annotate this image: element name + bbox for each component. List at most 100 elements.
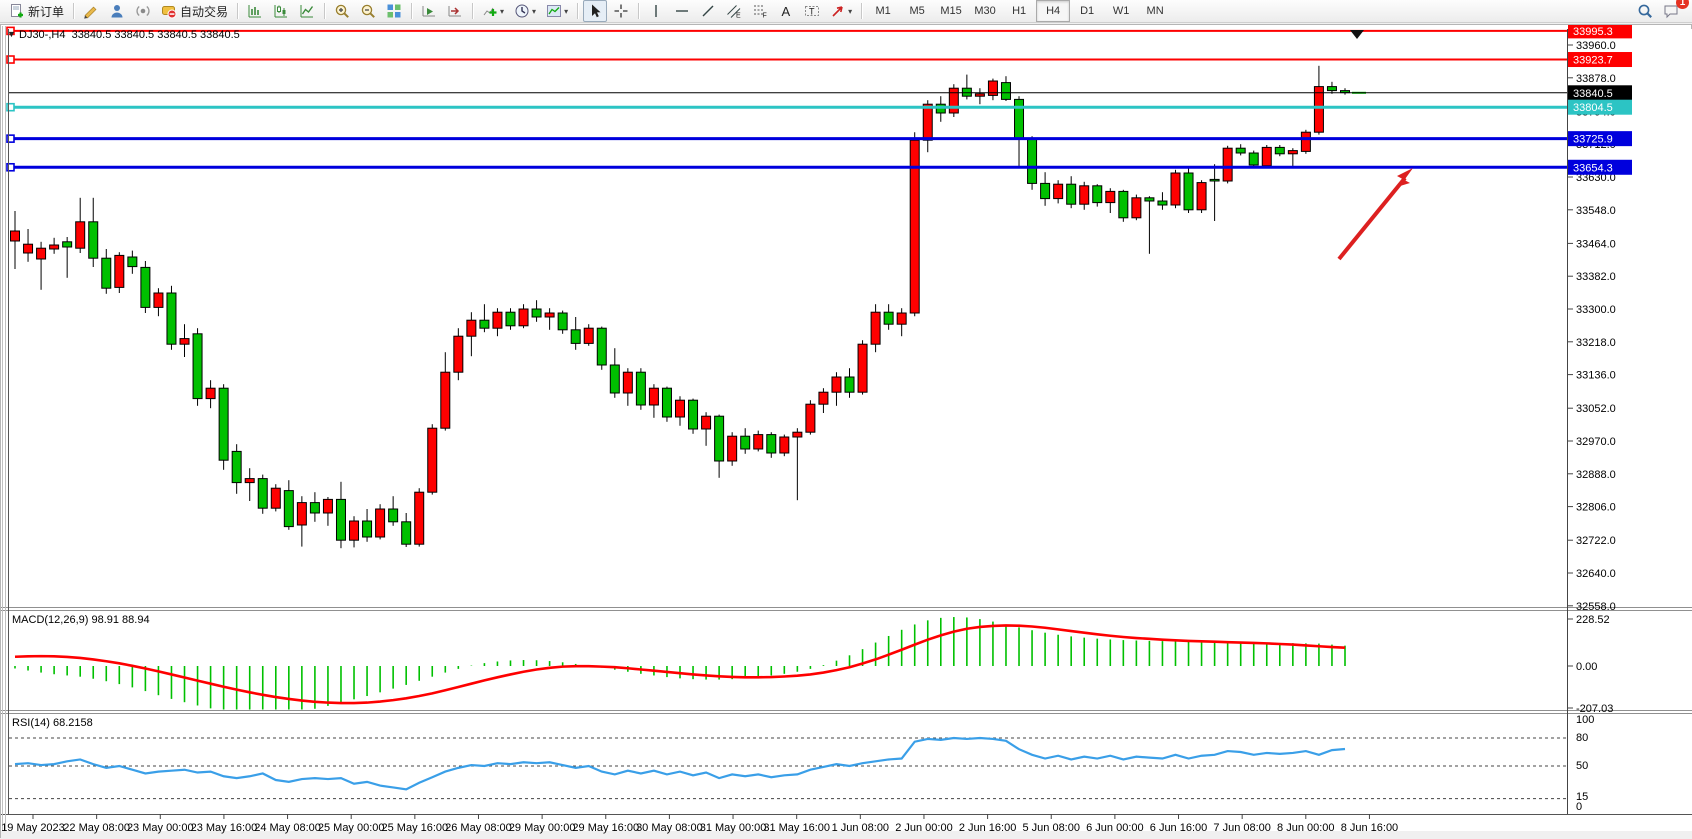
timeframe-button-m30[interactable]: M30 xyxy=(974,5,996,17)
timeframe-button-h1[interactable]: H1 xyxy=(1012,5,1027,17)
new-order-button[interactable]: 新订单 xyxy=(5,0,68,22)
profile-icon xyxy=(109,3,125,19)
timeframe-button-m15[interactable]: M15 xyxy=(940,5,962,17)
price-tick-label: 32640.0 xyxy=(1576,568,1616,580)
panel-background xyxy=(9,29,1567,607)
trend-arrow-annotation[interactable] xyxy=(1337,168,1413,261)
horizontal-line-button[interactable] xyxy=(670,0,694,22)
profile-button[interactable] xyxy=(105,0,129,22)
timeframe-button-mn[interactable]: MN xyxy=(1146,5,1164,17)
time-tick-label: 6 Jun 00:00 xyxy=(1086,822,1144,834)
channel-button[interactable]: E xyxy=(722,0,746,22)
hline-33725-9[interactable] xyxy=(6,134,1567,143)
line-chart-button[interactable] xyxy=(295,0,319,22)
time-tick-label: 29 May 16:00 xyxy=(572,822,639,834)
pencil-button[interactable] xyxy=(79,0,103,22)
time-tick-label: 5 Jun 08:00 xyxy=(1022,822,1080,834)
toolbar-separator xyxy=(472,3,474,19)
text-label-button[interactable]: T xyxy=(800,0,824,22)
search-button[interactable] xyxy=(1633,0,1657,22)
trendline-button[interactable] xyxy=(696,0,720,22)
price-tick-label: 33300.0 xyxy=(1576,304,1616,316)
price-line-label-33840-5: 33840.5 xyxy=(1568,85,1632,101)
macd-scale-label: -207.03 xyxy=(1576,703,1613,715)
hline-33995-3[interactable] xyxy=(6,26,1567,36)
toolbar-separator xyxy=(411,3,413,19)
chat-button[interactable]: 1 xyxy=(1659,0,1689,22)
templates-button[interactable]: ▾ xyxy=(542,0,572,22)
timeframe-button-m1[interactable]: M1 xyxy=(875,5,891,17)
time-tick-label: 19 May 2023 xyxy=(1,822,65,834)
vertical-line-icon xyxy=(648,3,664,19)
timeframe-button-d1[interactable]: D1 xyxy=(1080,5,1095,17)
time-tick-label: 25 May 00:00 xyxy=(318,822,385,834)
chart-svg[interactable]: 33960.033878.033794.033712.033630.033548… xyxy=(1,25,1692,839)
arrows-button[interactable]: ▾ xyxy=(826,0,856,22)
price-tick-label: 32806.0 xyxy=(1576,502,1616,514)
hline-handle[interactable] xyxy=(6,102,15,112)
macd-scale[interactable]: 228.52 0.00 -207.03 xyxy=(1567,614,1613,715)
chevron-down-icon[interactable]: ▾ xyxy=(564,6,569,16)
chevron-down-icon[interactable]: ▾ xyxy=(848,6,853,16)
hline-handle[interactable] xyxy=(6,162,15,172)
periods-button[interactable]: ▾ xyxy=(510,0,540,22)
hline-33654-3[interactable] xyxy=(6,162,1567,172)
toolbar-right-group: 1 xyxy=(1632,0,1689,22)
bar-chart-button[interactable] xyxy=(243,0,267,22)
panel-background xyxy=(9,714,1567,814)
chart-window[interactable]: 33960.033878.033794.033712.033630.033548… xyxy=(0,24,1692,839)
zoom-out-button[interactable] xyxy=(356,0,380,22)
time-tick-label: 1 Jun 08:00 xyxy=(832,822,890,834)
zoom-in-button[interactable] xyxy=(330,0,354,22)
time-tick-label: 6 Jun 16:00 xyxy=(1150,822,1208,834)
autotrade-button[interactable]: 自动交易 xyxy=(157,0,232,22)
rsi-scale-label: 80 xyxy=(1576,732,1588,744)
time-tick-label: 30 May 08:00 xyxy=(636,822,703,834)
hline-33804-5[interactable] xyxy=(6,102,1567,112)
indicators-button[interactable]: ▾ xyxy=(478,0,508,22)
price-axis[interactable]: 33960.033878.033794.033712.033630.033548… xyxy=(1567,25,1632,814)
chevron-down-icon[interactable]: ▾ xyxy=(532,6,537,16)
svg-text:F: F xyxy=(763,13,767,20)
svg-text:33654.3: 33654.3 xyxy=(1573,162,1613,174)
svg-text:33840.5: 33840.5 xyxy=(1573,88,1613,100)
time-tick-label: 7 Jun 08:00 xyxy=(1213,822,1271,834)
svg-text:33923.7: 33923.7 xyxy=(1573,55,1613,67)
auto-scroll-button[interactable] xyxy=(417,0,441,22)
indicators-icon xyxy=(482,3,498,19)
auto-scroll-icon xyxy=(421,3,437,19)
panel-background xyxy=(9,611,1567,710)
hline-handle[interactable] xyxy=(6,55,15,64)
templates-icon xyxy=(546,3,562,19)
cursor-button[interactable] xyxy=(583,0,608,22)
chevron-down-icon[interactable]: ▾ xyxy=(500,6,505,16)
timeframe-button-w1[interactable]: W1 xyxy=(1112,5,1130,17)
signal-button[interactable] xyxy=(131,0,155,22)
search-icon xyxy=(1637,3,1653,19)
timeframe-button-h4[interactable]: H4 xyxy=(1036,0,1071,22)
timeframe-button-m5[interactable]: M5 xyxy=(909,5,925,17)
time-tick-label: 23 May 16:00 xyxy=(191,822,258,834)
tile-windows-button[interactable] xyxy=(382,0,406,22)
macd-scale-label: 228.52 xyxy=(1576,614,1610,626)
rsi-scale[interactable]: 100 80 50 150 xyxy=(1576,714,1594,813)
rsi-scale-label: 100 xyxy=(1576,714,1594,726)
price-tick-label: 33960.0 xyxy=(1576,40,1616,52)
time-tick-label: 25 May 16:00 xyxy=(382,822,449,834)
price-tick-label: 32722.0 xyxy=(1576,535,1616,547)
chart-title-caret-icon[interactable]: ▼ xyxy=(7,29,16,39)
hline-33923-7[interactable] xyxy=(6,55,1567,64)
vertical-line-button[interactable] xyxy=(644,0,668,22)
crosshair-button[interactable] xyxy=(609,0,633,22)
text-button[interactable]: A xyxy=(774,0,798,22)
notification-badge: 1 xyxy=(1676,0,1689,9)
candlestick-chart-button[interactable] xyxy=(269,0,293,22)
hline-handle[interactable] xyxy=(6,26,15,36)
hline-handle[interactable] xyxy=(6,134,15,143)
fibonacci-button[interactable]: F xyxy=(748,0,772,22)
panel-frames xyxy=(1,26,1692,831)
chart-shift-button[interactable] xyxy=(443,0,467,22)
svg-text:33995.3: 33995.3 xyxy=(1573,26,1613,38)
price-tick-label: 33878.0 xyxy=(1576,73,1616,85)
